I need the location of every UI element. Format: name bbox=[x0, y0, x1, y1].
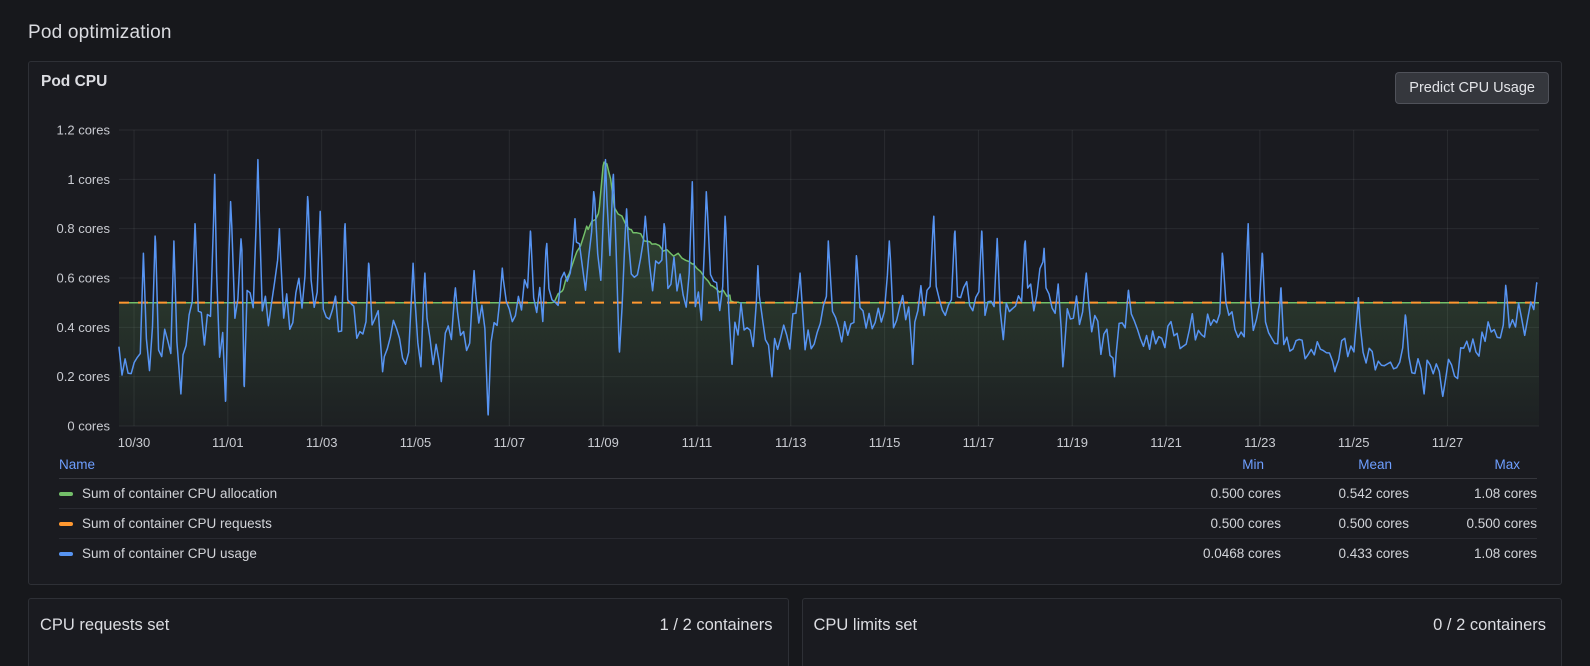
cpu-limits-title: CPU limits set bbox=[813, 616, 918, 634]
cpu-limits-value: 0 / 2 containers bbox=[1433, 616, 1546, 634]
legend-header-name[interactable]: Name bbox=[59, 457, 96, 472]
legend-header-min[interactable]: Min bbox=[1242, 457, 1264, 472]
x-axis-tick-label: 11/23 bbox=[1244, 435, 1276, 450]
pod-cpu-chart-area[interactable]: 0 cores 0.2 cores 0.4 cores 0.6 cores 0.8 co… bbox=[39, 122, 1551, 454]
x-axis-tick-label: 11/19 bbox=[1056, 435, 1088, 450]
series-name-label[interactable]: Sum of container CPU requests bbox=[82, 516, 272, 531]
legend-series-toggle[interactable]: Sum of container CPU requests bbox=[59, 516, 1153, 531]
legend-series-toggle[interactable]: Sum of container CPU usage bbox=[59, 546, 1153, 561]
legend-row: Sum of container CPU requests 0.500 cores… bbox=[59, 508, 1537, 538]
allocation-area bbox=[119, 162, 1539, 426]
y-axis-tick-label: 0.2 cores bbox=[57, 369, 111, 384]
series-mean-value: 0.542 cores bbox=[1338, 486, 1409, 501]
x-axis-tick-label: 11/03 bbox=[306, 435, 338, 450]
x-axis-tick-label: 10/30 bbox=[118, 435, 151, 450]
pod-cpu-panel: Pod CPU Predict CPU Usage 0 cores 0.2 cor… bbox=[28, 61, 1562, 585]
series-min-value: 0.500 cores bbox=[1210, 516, 1281, 531]
cpu-requests-panel: CPU requests set 1 / 2 containers bbox=[28, 598, 789, 666]
x-axis-tick-label: 11/07 bbox=[494, 435, 526, 450]
series-name-label[interactable]: Sum of container CPU allocation bbox=[82, 486, 278, 501]
x-axis-tick-label: 11/15 bbox=[869, 435, 901, 450]
allocation-line bbox=[119, 161, 1539, 304]
time-series-chart[interactable]: 0 cores 0.2 cores 0.4 cores 0.6 cores 0.8 co… bbox=[39, 122, 1553, 454]
series-name-label[interactable]: Sum of container CPU usage bbox=[82, 546, 257, 561]
cpu-requests-value: 1 / 2 containers bbox=[659, 616, 773, 634]
x-axis-tick-label: 11/21 bbox=[1150, 435, 1182, 450]
legend-header-row: Name Min Mean Max bbox=[59, 454, 1537, 478]
legend-table: Name Min Mean Max Sum of container CPU a… bbox=[39, 454, 1551, 568]
x-axis-tick-label: 11/17 bbox=[963, 435, 995, 450]
legend-series-toggle[interactable]: Sum of container CPU allocation bbox=[59, 486, 1153, 501]
series-max-value: 1.08 cores bbox=[1473, 546, 1537, 561]
y-axis-tick-label: 1.2 cores bbox=[57, 123, 111, 138]
pod-cpu-panel-header: Pod CPU Predict CPU Usage bbox=[39, 70, 1551, 104]
series-max-value: 0.500 cores bbox=[1466, 516, 1537, 531]
y-axis-tick-label: 1 cores bbox=[67, 172, 110, 187]
legend-rows: Sum of container CPU allocation 0.500 cor… bbox=[59, 478, 1537, 568]
page-title: Pod optimization bbox=[28, 22, 172, 43]
pod-cpu-panel-title: Pod CPU bbox=[41, 73, 108, 90]
cpu-limits-panel: CPU limits set 0 / 2 containers bbox=[801, 598, 1562, 666]
x-axis-tick-label: 11/01 bbox=[212, 435, 244, 450]
series-mean-value: 0.500 cores bbox=[1338, 516, 1409, 531]
predict-cpu-usage-button[interactable]: Predict CPU Usage bbox=[1395, 72, 1549, 104]
x-axis-tick-label: 11/25 bbox=[1338, 435, 1370, 450]
y-axis-tick-label: 0.6 cores bbox=[57, 271, 111, 286]
series-color-swatch[interactable] bbox=[59, 551, 73, 556]
legend-row: Sum of container CPU usage 0.0468 cores 0.… bbox=[59, 538, 1537, 568]
series-min-value: 0.0468 cores bbox=[1202, 546, 1281, 561]
usage-line bbox=[118, 158, 1538, 416]
y-axis-tick-label: 0.8 cores bbox=[57, 221, 111, 236]
series-mean-value: 0.433 cores bbox=[1338, 546, 1409, 561]
x-axis-tick-label: 11/09 bbox=[587, 435, 619, 450]
y-axis-tick-label: 0.4 cores bbox=[57, 320, 111, 335]
legend-header-mean[interactable]: Mean bbox=[1358, 457, 1392, 472]
series-color-swatch[interactable] bbox=[59, 491, 73, 496]
x-axis-tick-label: 11/27 bbox=[1432, 435, 1464, 450]
x-axis-tick-label: 11/11 bbox=[682, 435, 713, 450]
legend-header-max[interactable]: Max bbox=[1494, 457, 1520, 472]
x-axis-tick-label: 11/13 bbox=[775, 435, 807, 450]
bottom-panels-row: CPU requests set 1 / 2 containers CPU li… bbox=[28, 598, 1562, 666]
series-min-value: 0.500 cores bbox=[1210, 486, 1281, 501]
x-axis-tick-label: 11/05 bbox=[400, 435, 432, 450]
series-color-swatch[interactable] bbox=[59, 521, 73, 526]
cpu-requests-title: CPU requests set bbox=[40, 616, 170, 634]
y-axis-tick-label: 0 cores bbox=[67, 419, 110, 434]
series-max-value: 1.08 cores bbox=[1473, 486, 1537, 501]
legend-row: Sum of container CPU allocation 0.500 cor… bbox=[59, 478, 1537, 508]
